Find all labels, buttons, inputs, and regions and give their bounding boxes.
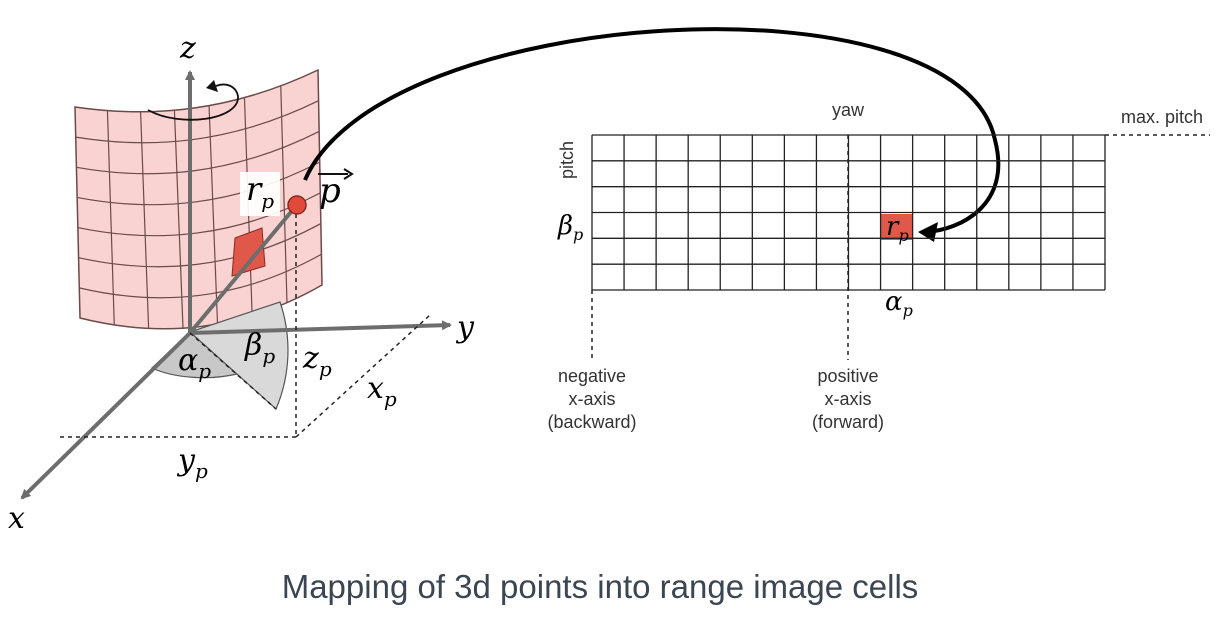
alpha-angle-sector [150,331,239,379]
surface-grid-line [77,161,320,206]
projection-lines [60,206,431,438]
beta-label: βp [244,328,275,368]
alpha-label: αp [178,343,211,383]
grid-r-label: rp [886,212,909,245]
figure-caption: Mapping of 3d points into range image ce… [281,568,919,605]
surface-grid-line [173,110,184,329]
svg-text:x-axis: x-axis [824,389,871,409]
r-label: rp [246,170,274,213]
y-axis [189,320,452,335]
r-label-box [240,172,280,216]
max-pitch-label: max. pitch [1121,107,1203,127]
svg-text:x-axis: x-axis [568,389,615,409]
x-axis-label: x [8,501,25,536]
surface-grid-line [208,105,219,325]
x-component-label: xp [367,371,397,411]
grid-beta-label: βp [557,211,583,244]
grid-alpha-label: αp [885,287,913,320]
range-image: rp yaw max. pitch pitch βp αp negative x… [547,100,1210,432]
negative-x-axis-label: negative x-axis (backward) [547,366,636,432]
surface-grid-line [79,253,322,299]
x-axis [20,331,192,500]
surface-highlight-cell [231,227,266,277]
surface-grid-line [75,100,319,144]
svg-text:positive: positive [817,366,878,386]
y-component-label: yp [176,443,208,483]
yaw-label: yaw [832,100,865,120]
positive-x-axis-label: positive x-axis (forward) [812,366,884,432]
svg-text:negative: negative [558,366,626,386]
mapping-arrow-head [918,222,938,242]
surface-grid-line [139,111,150,329]
pitch-label: pitch [557,141,577,179]
point-p [287,195,307,215]
surface-grid-line [76,130,320,175]
svg-text:(backward): (backward) [547,412,636,432]
z-component-label: zp [302,341,332,381]
surface-grid-line [280,85,288,303]
svg-text:(forward): (forward) [812,412,884,432]
cylinder-surface [74,68,323,330]
surface-grid-line [106,110,115,325]
p-vector-label: p [319,171,341,211]
range-image-highlight-cell [881,214,913,240]
y-axis-label: y [455,310,475,345]
rotation-arrow-icon [147,83,239,121]
left-3d-figure: rp p z y x αp βp zp xp yp [8,31,475,536]
point-vector [188,204,298,335]
z-axis-label: z [179,31,196,66]
surface-grid-line [78,223,322,268]
mapping-arrow [303,27,1001,234]
